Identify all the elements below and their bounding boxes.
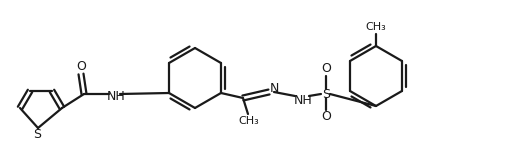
Text: CH₃: CH₃ bbox=[239, 116, 259, 126]
Text: NH: NH bbox=[106, 90, 125, 103]
Text: S: S bbox=[322, 88, 330, 100]
Text: O: O bbox=[321, 63, 331, 76]
Text: NH: NH bbox=[293, 93, 312, 107]
Text: CH₃: CH₃ bbox=[365, 22, 386, 32]
Text: O: O bbox=[76, 61, 86, 73]
Text: N: N bbox=[269, 81, 279, 95]
Text: S: S bbox=[33, 129, 41, 141]
Text: O: O bbox=[321, 110, 331, 124]
